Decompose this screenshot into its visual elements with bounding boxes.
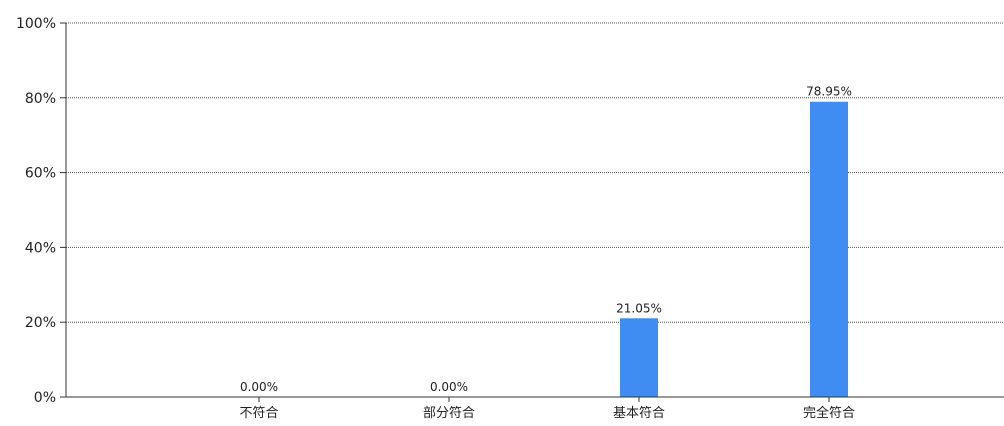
x-tick-label: 部分符合 — [423, 405, 475, 421]
y-tick-label: 60% — [25, 166, 56, 182]
value-label: 0.00% — [240, 380, 278, 394]
y-tick-label: 80% — [25, 91, 56, 107]
y-tick-label: 40% — [25, 240, 56, 256]
y-tick-label: 0% — [34, 390, 56, 406]
x-tick-label: 基本符合 — [613, 405, 665, 421]
x-tick-label: 完全符合 — [803, 405, 855, 421]
value-label: 78.95% — [806, 85, 852, 99]
gridlines — [66, 22, 1004, 323]
y-tick-label: 20% — [25, 315, 56, 331]
axes — [60, 22, 1004, 402]
labels: 0% 20% 40% 60% 80% 100% 不符合 0.00% 部分符合 0.00% 基本符合 2… — [16, 16, 855, 421]
bar — [620, 318, 658, 397]
bars — [620, 101, 848, 398]
y-tick-label: 100% — [16, 16, 56, 32]
bar — [810, 101, 848, 398]
value-label: 0.00% — [430, 380, 468, 394]
x-tick-label: 不符合 — [239, 405, 278, 421]
value-label: 21.05% — [616, 301, 662, 315]
